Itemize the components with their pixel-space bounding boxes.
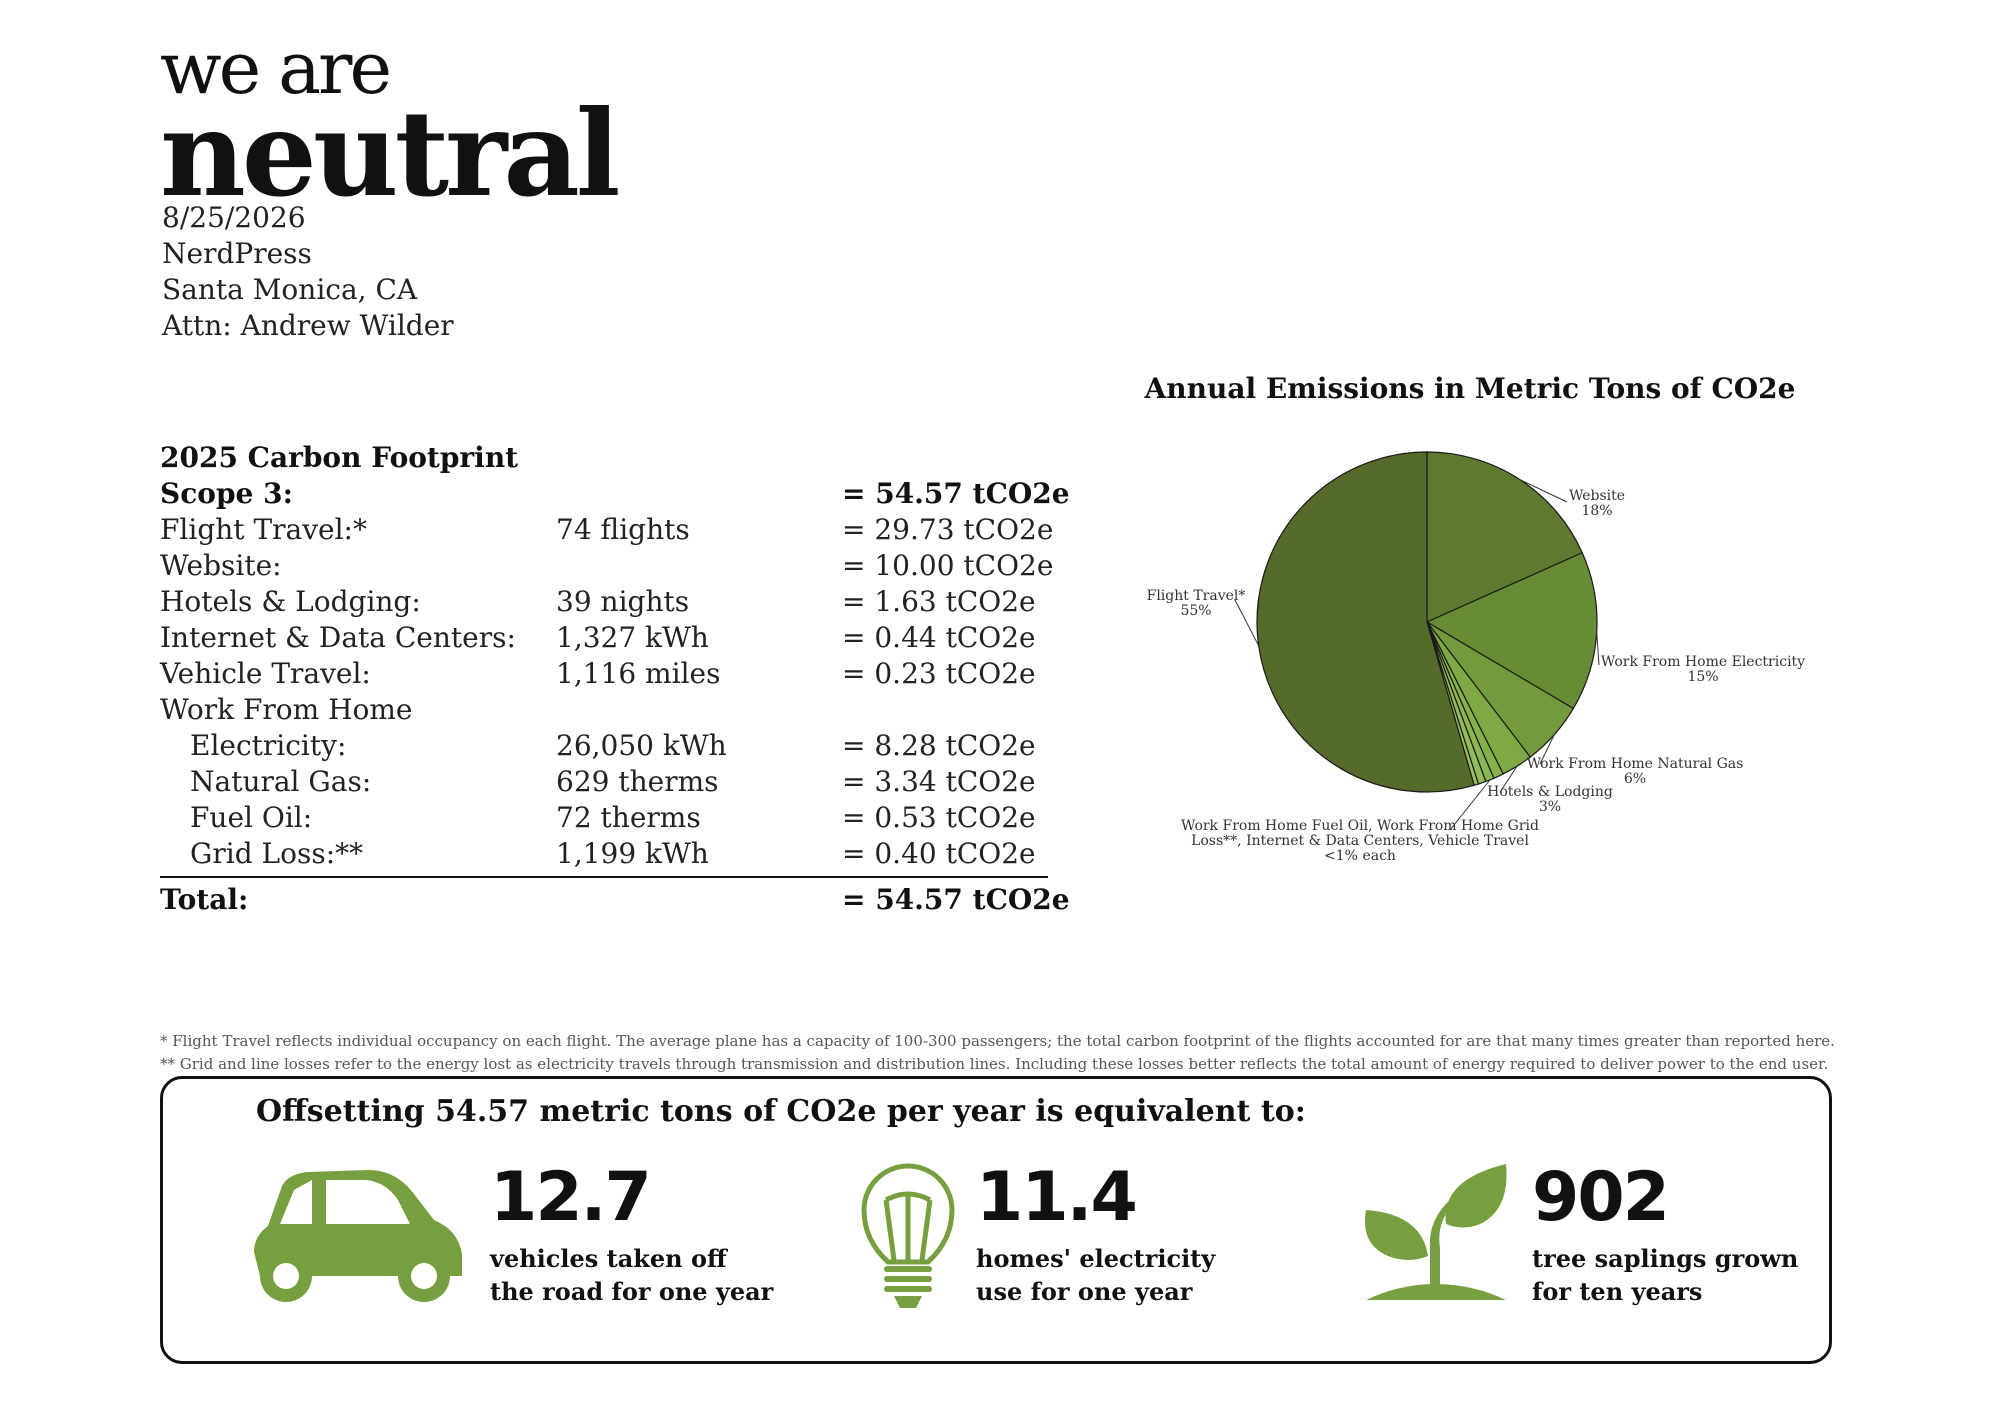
wfh-label: Work From Home	[160, 693, 413, 726]
footnote-grid-loss: ** Grid and line losses refer to the ene…	[160, 1055, 1829, 1073]
row-label: Fuel Oil:	[190, 801, 313, 834]
row-quantity: 74 flights	[556, 513, 690, 546]
vehicles-caption-line-2: the road for one year	[490, 1277, 774, 1306]
label-leader-line	[1519, 478, 1568, 503]
company-name: NerdPress	[162, 237, 312, 270]
saplings-caption-line-1: tree saplings grown	[1532, 1244, 1799, 1273]
row-quantity: 1,116 miles	[556, 657, 721, 690]
vehicles-caption: vehicles taken off the road for one year	[490, 1242, 773, 1308]
footnotes: * Flight Travel reflects individual occu…	[160, 1030, 1835, 1076]
label-leader-line	[1234, 599, 1260, 647]
table-row: Flight Travel:* 74 flights = 29.73 tCO2e	[160, 512, 1060, 548]
total-divider	[160, 876, 1048, 878]
scope-row: Scope 3: = 54.57 tCO2e	[160, 476, 1070, 512]
row-quantity: 1,199 kWh	[556, 837, 709, 870]
table-row: Website: = 10.00 tCO2e	[160, 548, 1060, 584]
lightbulb-icon	[861, 1163, 955, 1308]
table-row: Fuel Oil: 72 therms = 0.53 tCO2e	[160, 800, 1060, 836]
row-value: = 10.00 tCO2e	[842, 549, 1054, 582]
homes-caption-line-2: use for one year	[976, 1277, 1193, 1306]
slice-label: Work From Home Electricity	[1601, 654, 1805, 670]
slice-label: 6%	[1624, 771, 1646, 787]
row-quantity: 26,050 kWh	[556, 729, 727, 762]
homes-caption-line-1: homes' electricity	[976, 1244, 1216, 1273]
slice-label: Loss**, Internet & Data Centers, Vehicle…	[1191, 833, 1529, 849]
table-row: Electricity: 26,050 kWh = 8.28 tCO2e	[160, 728, 1060, 764]
label-leader-line	[1449, 779, 1491, 831]
slice-label: <1% each	[1324, 848, 1396, 864]
slice-label: 3%	[1539, 799, 1561, 815]
equivalents-panel	[160, 1076, 1832, 1364]
homes-number: 11.4	[976, 1158, 1138, 1237]
row-value: = 8.28 tCO2e	[842, 729, 1036, 762]
slice-label: Work From Home Fuel Oil, Work From Home …	[1181, 818, 1539, 834]
row-value: = 3.34 tCO2e	[842, 765, 1036, 798]
saplings-caption-line-2: for ten years	[1532, 1277, 1703, 1306]
table-row: Internet & Data Centers: 1,327 kWh = 0.4…	[160, 620, 1060, 656]
row-label: Electricity:	[190, 729, 347, 762]
row-quantity: 1,327 kWh	[556, 621, 709, 654]
slice-label: Work From Home Natural Gas	[1527, 756, 1744, 772]
chart-title: Annual Emissions in Metric Tons of CO2e	[1144, 372, 1796, 405]
client-header: 8/25/2026 NerdPress Santa Monica, CA Att…	[162, 200, 454, 344]
vehicles-number: 12.7	[490, 1158, 652, 1237]
slice-label: Website	[1569, 488, 1625, 504]
row-label: Natural Gas:	[190, 765, 372, 798]
row-quantity: 629 therms	[556, 765, 719, 798]
scope-label: Scope 3:	[160, 477, 293, 510]
saplings-number: 902	[1532, 1158, 1670, 1237]
table-row: Hotels & Lodging: 39 nights = 1.63 tCO2e	[160, 584, 1060, 620]
row-label: Hotels & Lodging:	[160, 585, 421, 618]
row-value: = 0.23 tCO2e	[842, 657, 1036, 690]
row-label: Internet & Data Centers:	[160, 621, 516, 654]
label-leader-line	[1596, 631, 1600, 666]
homes-caption: homes' electricity use for one year	[976, 1242, 1215, 1308]
table-row: Vehicle Travel: 1,116 miles = 0.23 tCO2e	[160, 656, 1060, 692]
row-label: Grid Loss:**	[190, 837, 364, 870]
car-icon	[254, 1170, 462, 1302]
attention-line: Attn: Andrew Wilder	[162, 309, 454, 342]
total-label: Total:	[160, 883, 249, 916]
logo-line-2: neutral	[160, 84, 621, 223]
total-value: = 54.57 tCO2e	[842, 883, 1070, 916]
label-leader-line	[1539, 734, 1555, 765]
equivalents-title: Offsetting 54.57 metric tons of CO2e per…	[256, 1094, 1306, 1129]
total-row: Total: = 54.57 tCO2e	[160, 882, 1070, 918]
row-quantity: 39 nights	[556, 585, 690, 618]
slice-label: 18%	[1581, 503, 1612, 519]
row-label: Flight Travel:*	[160, 513, 367, 546]
slice-label: Flight Travel*	[1147, 588, 1246, 604]
row-value: = 0.53 tCO2e	[842, 801, 1036, 834]
table-row: Grid Loss:** 1,199 kWh = 0.40 tCO2e	[160, 836, 1060, 872]
row-label: Website:	[160, 549, 282, 582]
row-value: = 1.63 tCO2e	[842, 585, 1036, 618]
report-date: 8/25/2026	[162, 201, 306, 234]
row-quantity: 72 therms	[556, 801, 701, 834]
we-are-neutral-logo: we are neutral	[160, 26, 700, 214]
row-value: = 0.44 tCO2e	[842, 621, 1036, 654]
footprint-title: 2025 Carbon Footprint	[160, 441, 519, 474]
label-leader-line	[1499, 765, 1518, 793]
wfh-heading-row: Work From Home	[160, 692, 1060, 728]
saplings-caption: tree saplings grown for ten years	[1532, 1242, 1798, 1308]
slice-label: 15%	[1687, 669, 1718, 685]
slice-label: Hotels & Lodging	[1487, 784, 1613, 800]
carbon-footprint-table: 2025 Carbon Footprint Scope 3: = 54.57 t…	[160, 440, 1070, 918]
logo-line-1: we are	[160, 26, 392, 110]
slice-label: 55%	[1180, 603, 1211, 619]
footnote-flight: * Flight Travel reflects individual occu…	[160, 1032, 1835, 1050]
pie-slice	[1425, 551, 1598, 710]
scope-value: = 54.57 tCO2e	[842, 477, 1070, 510]
vehicles-caption-line-1: vehicles taken off	[490, 1244, 727, 1273]
row-value: = 29.73 tCO2e	[842, 513, 1054, 546]
table-row: Natural Gas: 629 therms = 3.34 tCO2e	[160, 764, 1060, 800]
row-label: Vehicle Travel:	[160, 657, 371, 690]
row-value: = 0.40 tCO2e	[842, 837, 1036, 870]
company-location: Santa Monica, CA	[162, 273, 418, 306]
sprout-icon	[1364, 1164, 1507, 1300]
